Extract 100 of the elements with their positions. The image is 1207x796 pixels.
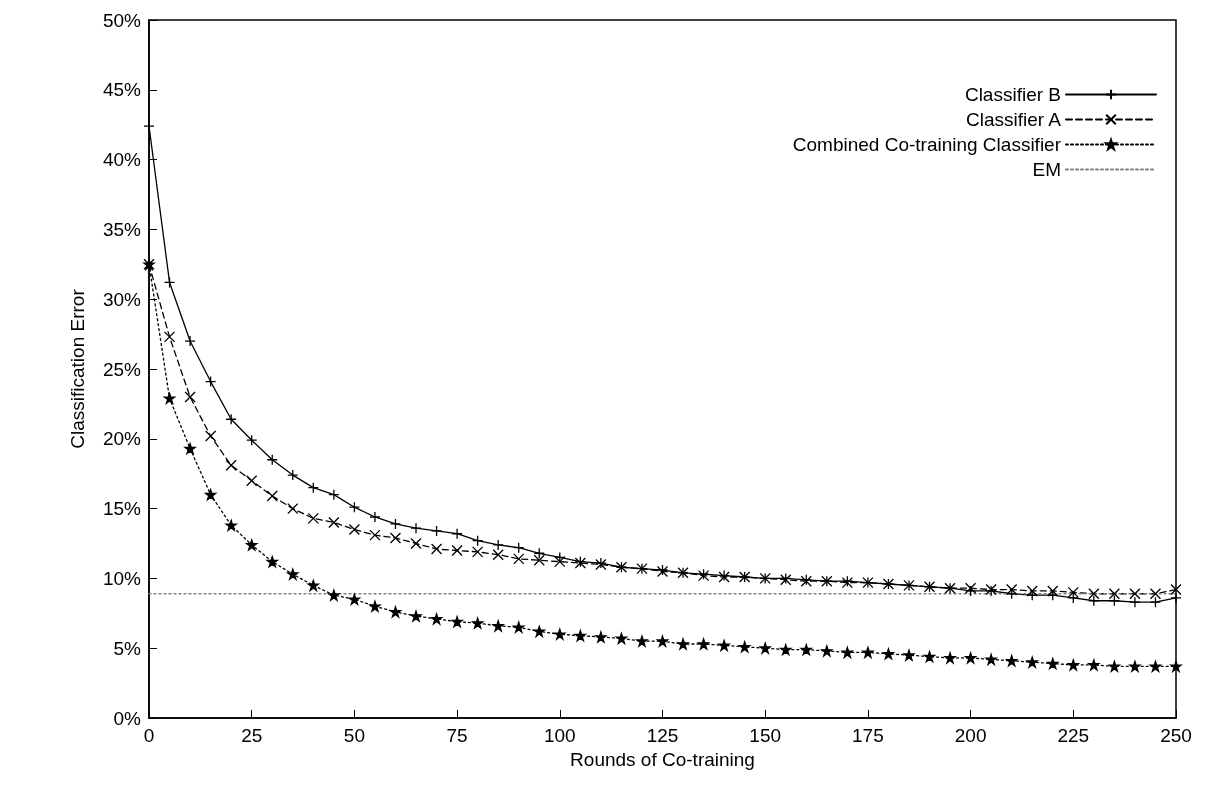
- x-tick-label: 125: [646, 725, 679, 746]
- point: [225, 519, 237, 531]
- y-axis-title: Classification Error: [67, 288, 88, 449]
- point: [451, 544, 463, 557]
- x-tick-label: 150: [749, 725, 782, 746]
- point: [204, 488, 217, 501]
- point: [1108, 588, 1121, 600]
- point: [1129, 588, 1141, 600]
- x-tick-label: 75: [446, 725, 468, 746]
- point: [1149, 660, 1162, 672]
- point: [821, 645, 833, 657]
- x-tick-label: 250: [1160, 725, 1192, 746]
- point: [389, 532, 402, 544]
- y-tick-label: 40%: [102, 149, 142, 171]
- point: [410, 537, 422, 550]
- x-tick-label: 25: [241, 725, 263, 746]
- point: [1067, 586, 1079, 599]
- point: [430, 613, 443, 625]
- point: [1006, 583, 1018, 596]
- point: [369, 600, 381, 612]
- point: [348, 523, 361, 536]
- point: [225, 459, 237, 471]
- point: [204, 430, 217, 442]
- legend-label: EM: [1032, 159, 1061, 180]
- point: [1129, 660, 1141, 672]
- y-tick-label: 0%: [113, 707, 142, 729]
- point: [287, 502, 299, 515]
- point: [307, 512, 319, 525]
- point: [964, 652, 977, 664]
- point: [471, 546, 484, 558]
- point: [677, 638, 689, 650]
- point: [513, 553, 525, 565]
- point: [1108, 660, 1121, 672]
- point: [328, 516, 340, 529]
- point: [862, 646, 874, 659]
- point: [389, 606, 402, 618]
- point: [492, 549, 504, 561]
- point: [903, 649, 915, 661]
- x-tick-label: 175: [852, 725, 884, 746]
- point: [430, 543, 443, 555]
- point: [1149, 588, 1162, 600]
- point: [266, 490, 278, 502]
- point: [1170, 660, 1182, 672]
- point: [389, 518, 402, 530]
- y-tick-label: 45%: [102, 79, 142, 101]
- x-tick-label: 0: [143, 725, 155, 746]
- y-tick-label: 15%: [102, 498, 142, 520]
- point: [1026, 585, 1038, 597]
- y-tick-label: 30%: [102, 288, 142, 310]
- point: [759, 642, 771, 654]
- point: [328, 589, 340, 601]
- point: [1149, 596, 1162, 608]
- point: [246, 475, 258, 487]
- point: [554, 628, 566, 640]
- point: [636, 635, 648, 647]
- point: [184, 391, 196, 403]
- point: [348, 593, 361, 605]
- x-axis-title: Rounds of Co-training: [570, 748, 755, 770]
- point: [985, 653, 997, 666]
- point: [615, 632, 628, 645]
- y-tick-label: 10%: [102, 567, 142, 589]
- point: [780, 643, 792, 656]
- x-tick-label: 200: [954, 725, 987, 746]
- point: [410, 610, 422, 622]
- x-tick-label: 50: [343, 725, 365, 746]
- y-tick-label: 5%: [113, 637, 142, 659]
- point: [1026, 656, 1038, 668]
- point: [204, 375, 217, 388]
- point: [163, 276, 176, 289]
- point: [163, 331, 176, 343]
- x-tick-label: 100: [543, 725, 576, 746]
- legend-label: Classifier A: [965, 109, 1062, 130]
- point: [430, 525, 443, 537]
- point: [348, 501, 361, 513]
- point: [287, 568, 299, 580]
- point: [1088, 588, 1100, 600]
- point: [369, 529, 381, 541]
- point: [533, 625, 545, 638]
- point: [841, 646, 854, 659]
- point: [513, 621, 525, 633]
- legend-label: Combined Co-training Classifier: [792, 134, 1062, 155]
- point: [800, 643, 812, 656]
- y-tick-label: 20%: [102, 428, 142, 450]
- y-tick-label: 35%: [102, 218, 142, 240]
- point: [656, 635, 669, 647]
- point: [1170, 583, 1182, 596]
- point: [1047, 657, 1059, 670]
- legend-label: Classifier B: [964, 84, 1061, 105]
- point: [492, 620, 504, 632]
- point: [697, 638, 710, 650]
- point: [1088, 659, 1100, 671]
- point: [184, 442, 196, 455]
- point: [471, 617, 484, 629]
- point: [163, 392, 176, 404]
- point: [882, 648, 895, 660]
- point: [1047, 585, 1059, 597]
- point: [595, 631, 607, 643]
- x-tick-label: 225: [1057, 725, 1090, 746]
- y-tick-label: 25%: [102, 358, 142, 380]
- y-tick-label: 50%: [102, 9, 142, 31]
